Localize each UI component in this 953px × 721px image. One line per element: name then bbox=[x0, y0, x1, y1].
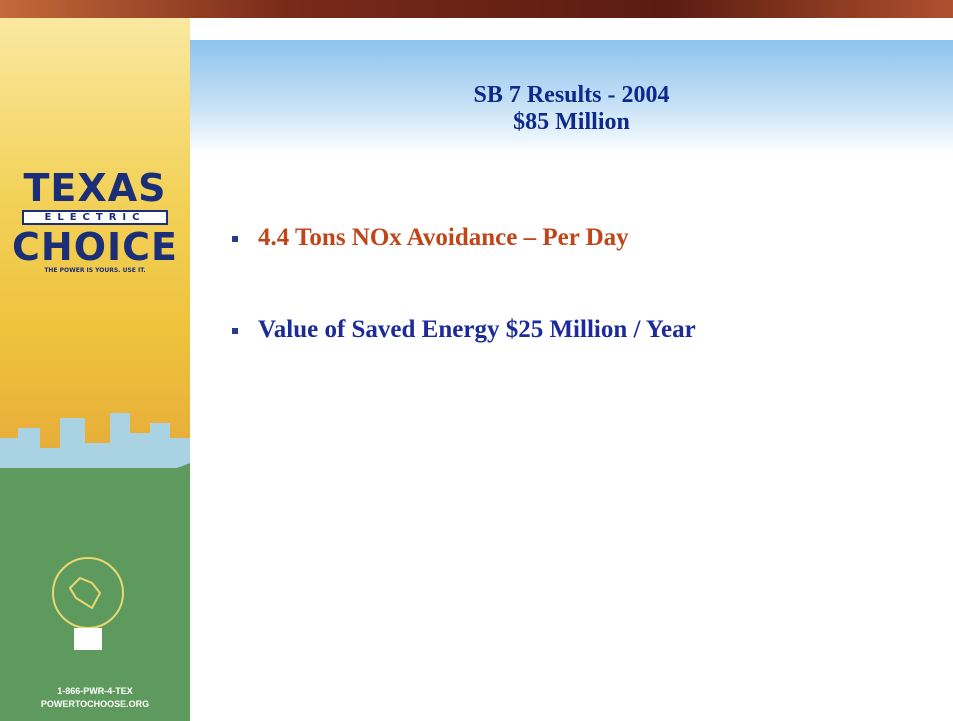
slide-subtitle: $85 Million bbox=[190, 109, 953, 136]
logo-word: ELECTRIC bbox=[22, 210, 168, 225]
top-bar bbox=[0, 0, 953, 18]
logo-word: CHOICE bbox=[0, 227, 190, 267]
sidebar: TEXAS ELECTRIC CHOICE THE POWER IS YOURS… bbox=[0, 18, 190, 721]
bullet-item: Value of Saved Energy $25 Million / Year bbox=[232, 316, 696, 344]
slide: TEXAS ELECTRIC CHOICE THE POWER IS YOURS… bbox=[0, 0, 953, 721]
phone: 1-866-PWR-4-TEX bbox=[0, 686, 190, 696]
logo-word: TEXAS bbox=[0, 168, 190, 208]
bullet-text: 4.4 Tons NOx Avoidance – Per Day bbox=[258, 224, 629, 251]
logo: TEXAS ELECTRIC CHOICE THE POWER IS YOURS… bbox=[0, 168, 190, 274]
bullet-marker bbox=[232, 236, 238, 242]
slide-title: SB 7 Results - 2004 bbox=[190, 82, 953, 109]
bullet-item: 4.4 Tons NOx Avoidance – Per Day bbox=[232, 224, 629, 252]
bulb-base bbox=[74, 628, 102, 650]
bulb-outline bbox=[53, 558, 123, 628]
sidebar-art-front bbox=[0, 18, 190, 721]
bullet-marker bbox=[232, 328, 238, 334]
bullet-text: Value of Saved Energy $25 Million / Year bbox=[258, 316, 696, 343]
website: POWERTOCHOOSE.ORG bbox=[0, 699, 190, 709]
title-box: SB 7 Results - 2004 $85 Million bbox=[190, 40, 953, 155]
